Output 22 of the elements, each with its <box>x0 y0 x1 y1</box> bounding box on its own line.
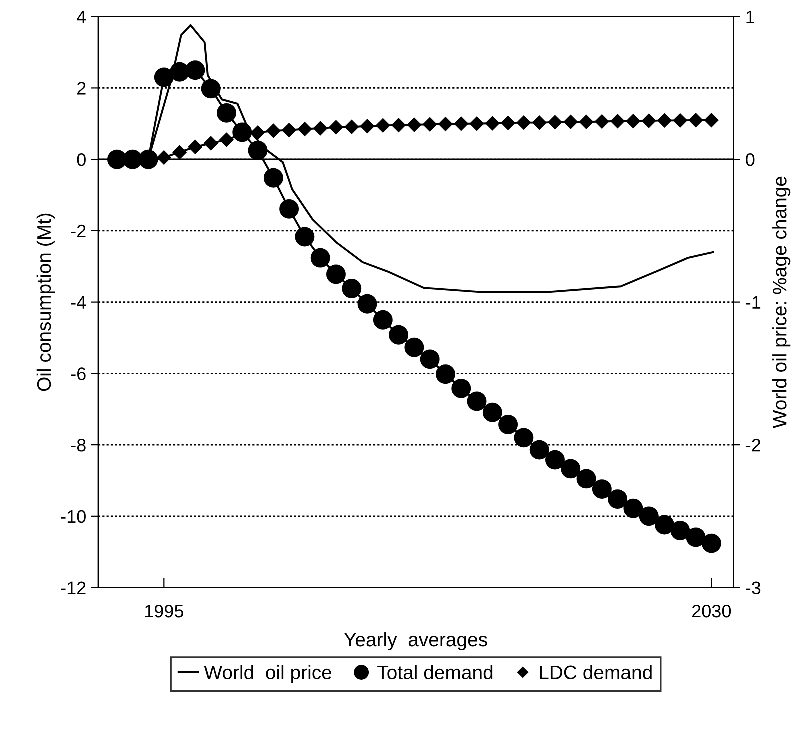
y-tick-label: 2 <box>78 82 86 95</box>
y-tick-label: -12 <box>61 582 86 594</box>
x-tick-label: 2030 <box>692 604 732 618</box>
x-axis-title: Yearly averages <box>344 632 488 651</box>
y2-tick-label: 0 <box>746 154 755 166</box>
y-tick-label: -8 <box>71 438 86 452</box>
y-axis-title: Oil consumption (Mt) <box>36 214 55 392</box>
y-tick-label: -2 <box>71 224 86 238</box>
y2-tick-label: 1 <box>746 10 755 24</box>
y-tick-label: -6 <box>71 368 86 380</box>
x-tick-label: 1995 <box>145 604 184 618</box>
y-tick-label: 4 <box>77 10 86 24</box>
y2-tick-label: -3 <box>746 582 761 595</box>
legend-label: World oil price <box>204 665 332 684</box>
y2-axis-title: World oil price: %age change <box>772 176 791 429</box>
y-tick-label: -10 <box>61 510 86 524</box>
legend-label: Total demand <box>378 665 493 680</box>
y2-tick-label: -2 <box>746 438 761 452</box>
y-tick-label: -4 <box>71 296 86 309</box>
y-tick-label: 0 <box>77 154 86 166</box>
legend-label: LDC demand <box>540 665 652 680</box>
y2-tick-label: -1 <box>746 296 761 309</box>
